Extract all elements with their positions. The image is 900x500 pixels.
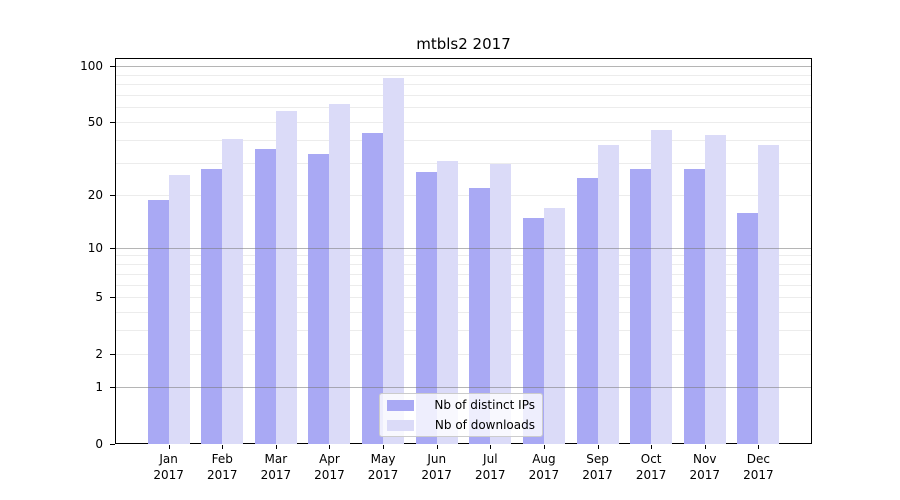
bar-downloads-apr — [329, 104, 351, 444]
x-tick-mark — [490, 445, 491, 449]
bar-ips-dec — [737, 212, 759, 444]
bar-ips-nov — [683, 169, 705, 444]
gridline-major — [116, 387, 811, 389]
bar-ips-jun — [415, 172, 437, 444]
chart-title: mtbls2 2017 — [416, 35, 511, 53]
bar-downloads-oct — [651, 129, 673, 444]
legend-swatch-downloads — [387, 419, 414, 431]
gridline-minor — [116, 84, 811, 86]
y-tick-label: 2 — [95, 347, 103, 362]
gridline-minor — [116, 107, 811, 109]
bar-downloads-may — [383, 78, 405, 444]
x-tick-label-jul: Jul 2017 — [475, 452, 506, 482]
x-tick-mark — [276, 445, 277, 449]
y-tick-mark — [110, 247, 115, 249]
x-tick-label-aug: Aug 2017 — [528, 452, 560, 482]
gridline-minor — [116, 330, 811, 332]
legend-label-downloads: Nb of downloads — [434, 417, 535, 432]
x-tick-label-jun: Jun 2017 — [421, 452, 452, 482]
legend-label-distinct-ips: Nb of distinct IPs — [434, 397, 535, 412]
gridline-minor — [116, 354, 811, 356]
legend-swatch-distinct-ips — [387, 399, 414, 411]
bar-downloads-jul — [490, 163, 512, 444]
legend: Nb of distinct IPs Nb of downloads — [379, 393, 543, 437]
gridline-minor — [116, 312, 811, 314]
x-tick-mark — [598, 445, 599, 449]
y-tick-mark — [110, 354, 115, 356]
y-tick-mark — [110, 66, 115, 67]
bar-ips-sep — [576, 178, 598, 444]
y-tick-label: 20 — [87, 187, 103, 202]
y-tick-mark — [110, 194, 115, 196]
gridline-minor — [116, 74, 811, 76]
x-tick-mark — [222, 445, 223, 449]
gridline-minor — [116, 264, 811, 266]
bar-ips-mar — [254, 149, 276, 444]
x-tick-label-oct: Oct 2017 — [635, 452, 667, 482]
x-tick-mark — [329, 445, 330, 449]
y-tick-label: 100 — [80, 59, 103, 73]
gridline-minor — [116, 284, 811, 286]
bar-downloads-jun — [436, 161, 458, 444]
y-tick-mark — [110, 444, 115, 445]
bar-ips-jul — [469, 188, 491, 444]
bar-ips-apr — [308, 153, 330, 444]
y-tick-label: 1 — [95, 380, 103, 395]
x-tick-mark — [705, 445, 706, 449]
x-tick-label-dec: Dec 2017 — [743, 452, 774, 482]
y-tick-mark — [110, 387, 115, 389]
x-tick-label-mar: Mar 2017 — [260, 452, 292, 482]
gridline-major — [116, 247, 811, 249]
x-tick-mark — [651, 445, 652, 449]
gridline-minor — [116, 273, 811, 275]
plot-area: Nb of distinct IPs Nb of downloads — [115, 58, 812, 444]
bar-ips-feb — [201, 169, 223, 444]
bar-ips-may — [362, 133, 384, 444]
bar-downloads-mar — [275, 111, 297, 444]
x-tick-label-nov: Nov 2017 — [689, 452, 721, 482]
x-tick-label-apr: Apr 2017 — [314, 452, 345, 482]
x-tick-label-may: May 2017 — [367, 452, 399, 482]
gridline-minor — [116, 255, 811, 257]
gridline-minor — [116, 94, 811, 96]
x-tick-mark — [383, 445, 384, 449]
bar-downloads-sep — [597, 144, 619, 444]
bar-downloads-dec — [758, 144, 780, 444]
gridline-minor — [116, 194, 811, 196]
gridline-minor — [116, 121, 811, 123]
x-tick-label-sep: Sep 2017 — [582, 452, 613, 482]
y-tick-mark — [110, 121, 115, 123]
y-tick-label: 0 — [95, 437, 103, 451]
x-tick-label-feb: Feb 2017 — [206, 452, 238, 482]
legend-row-downloads: Nb of downloads — [387, 417, 535, 434]
bar-ips-oct — [630, 169, 652, 444]
bar-downloads-aug — [543, 208, 565, 444]
y-tick-label: 50 — [87, 114, 103, 129]
gridline-minor — [116, 297, 811, 299]
y-tick-label: 5 — [95, 290, 103, 305]
x-tick-mark — [169, 445, 170, 449]
x-tick-mark — [758, 445, 759, 449]
x-tick-label-jan: Jan 2017 — [153, 452, 184, 482]
bar-downloads-feb — [222, 138, 244, 444]
gridline-minor — [116, 139, 811, 141]
bar-downloads-nov — [704, 135, 726, 444]
bar-downloads-jan — [168, 175, 190, 444]
y-tick-mark — [110, 297, 115, 299]
gridline-major — [116, 66, 811, 67]
y-tick-label: 10 — [87, 240, 103, 255]
gridline-minor — [116, 162, 811, 164]
x-tick-mark — [437, 445, 438, 449]
x-tick-mark — [544, 445, 545, 449]
legend-row-ips: Nb of distinct IPs — [387, 397, 535, 414]
bar-ips-jan — [147, 199, 169, 444]
